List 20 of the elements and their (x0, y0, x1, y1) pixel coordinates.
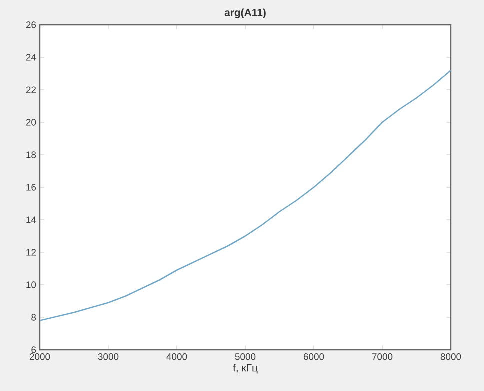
y-tick-label: 6 (32, 346, 36, 354)
chart-title: arg(A11) (224, 8, 266, 18)
x-tick-label: 8000 (440, 354, 462, 360)
x-tick-label: 3000 (98, 354, 119, 360)
x-tick-label: 5000 (235, 354, 256, 360)
y-tick-label: 24 (26, 54, 36, 61)
y-tick-label: 10 (26, 282, 36, 288)
y-tick-label: 18 (26, 152, 36, 158)
x-tick-label: 2000 (30, 354, 50, 360)
x-tick-label: 6000 (304, 354, 324, 360)
x-tick-label: 7000 (372, 354, 393, 360)
x-tick-label: 4000 (166, 354, 188, 360)
x-axis-title: f, кГц (233, 364, 258, 374)
y-tick-label: 22 (26, 86, 36, 94)
y-tick-label: 20 (26, 119, 36, 126)
y-tick-label: 16 (26, 184, 36, 191)
y-tick-label: 14 (26, 216, 36, 224)
y-tick-label: 12 (26, 249, 36, 256)
y-tick-label: 8 (32, 314, 36, 321)
y-tick-label: 26 (26, 22, 36, 28)
